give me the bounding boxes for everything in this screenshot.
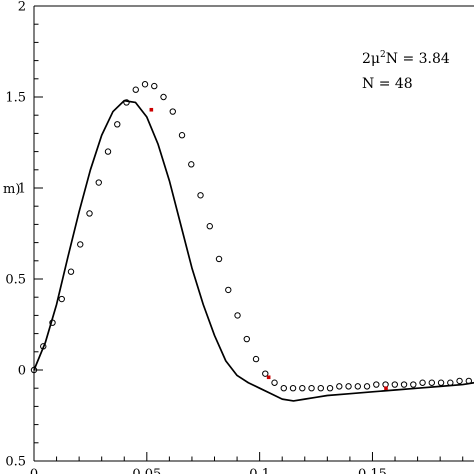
data-point-circle — [77, 241, 84, 248]
data-point-circle — [169, 108, 176, 115]
data-point-circle — [95, 179, 102, 186]
data-point-circle — [400, 381, 408, 388]
data-point-circle — [151, 82, 158, 90]
annotation-coupling: 2μ2N = 3.84 — [362, 50, 450, 67]
x-tick-label: 0 — [30, 467, 38, 474]
data-point-circle — [280, 385, 287, 392]
data-point-square — [384, 386, 388, 390]
annotation-coupling-base: 2μ — [362, 51, 380, 67]
data-point-circle — [225, 286, 232, 294]
data-point-circle — [456, 377, 463, 385]
data-point-circle — [132, 86, 139, 93]
y-tick-label: 0 — [18, 364, 26, 379]
data-point-circle — [40, 343, 47, 350]
data-point-circle — [326, 385, 334, 392]
plot-area — [30, 81, 474, 402]
annotation-coupling-value: N = 3.84 — [386, 51, 450, 67]
axis-tick-labels: 0.5 0 0.5 1 1.5 2 0 0.05 0.1 0.15 — [5, 0, 387, 474]
data-point-circle — [373, 381, 380, 388]
y-tick-label: 1 — [18, 182, 26, 197]
data-point-circle — [206, 223, 213, 230]
x-tick-label: 0.15 — [358, 467, 387, 474]
plot-axes — [33, 5, 474, 462]
data-point-circle — [104, 148, 112, 155]
y-tick-label: 1.5 — [5, 91, 26, 106]
data-point-circle — [123, 99, 130, 106]
data-point-circle — [58, 295, 65, 303]
data-point-circle — [262, 370, 269, 377]
data-point-circle — [437, 379, 445, 386]
data-point-circle — [391, 381, 398, 388]
data-point-circle — [188, 161, 195, 168]
x-tick-label: 0.05 — [132, 467, 161, 474]
y-axis-label: m) — [3, 182, 20, 197]
data-point-circle — [114, 121, 121, 128]
data-point-circle — [447, 379, 454, 386]
data-point-circle — [419, 379, 426, 386]
data-point-circle — [160, 93, 167, 101]
data-point-circle — [317, 385, 324, 392]
data-point-circle — [363, 383, 371, 390]
data-point-circle — [49, 319, 56, 326]
axis-ticks — [33, 5, 464, 462]
data-point-circle — [345, 383, 352, 390]
data-point-circle — [67, 268, 75, 275]
x-tick-label: 0.1 — [249, 467, 270, 474]
data-point-circle — [465, 377, 473, 385]
data-point-circle — [215, 255, 223, 263]
data-point-circle — [243, 335, 250, 343]
data-point-circle — [428, 379, 436, 386]
data-point-circle — [410, 381, 417, 388]
data-point-circle — [354, 383, 361, 390]
data-point-circle — [336, 383, 343, 390]
y-tick-label: 0.5 — [5, 273, 26, 288]
data-point-circle — [299, 385, 306, 392]
data-point-circle — [271, 379, 278, 386]
data-point-circle — [141, 81, 149, 88]
data-point-circle — [308, 385, 315, 392]
theory-curve — [33, 99, 474, 402]
y-tick-label: 2 — [18, 0, 26, 15]
data-point-square — [266, 375, 271, 380]
data-point-circle — [178, 132, 186, 139]
annotation-n: N = 48 — [362, 76, 413, 92]
data-point-circle — [234, 312, 241, 319]
data-point-circle — [86, 210, 93, 217]
annotation-coupling-superscript: 2 — [380, 50, 386, 60]
data-point-circle — [197, 192, 204, 199]
data-point-circle — [252, 355, 260, 363]
data-point-circle — [30, 366, 38, 374]
data-point-square — [149, 107, 154, 112]
y-tick-label: 0.5 — [5, 455, 26, 470]
data-point-circle — [289, 385, 297, 392]
